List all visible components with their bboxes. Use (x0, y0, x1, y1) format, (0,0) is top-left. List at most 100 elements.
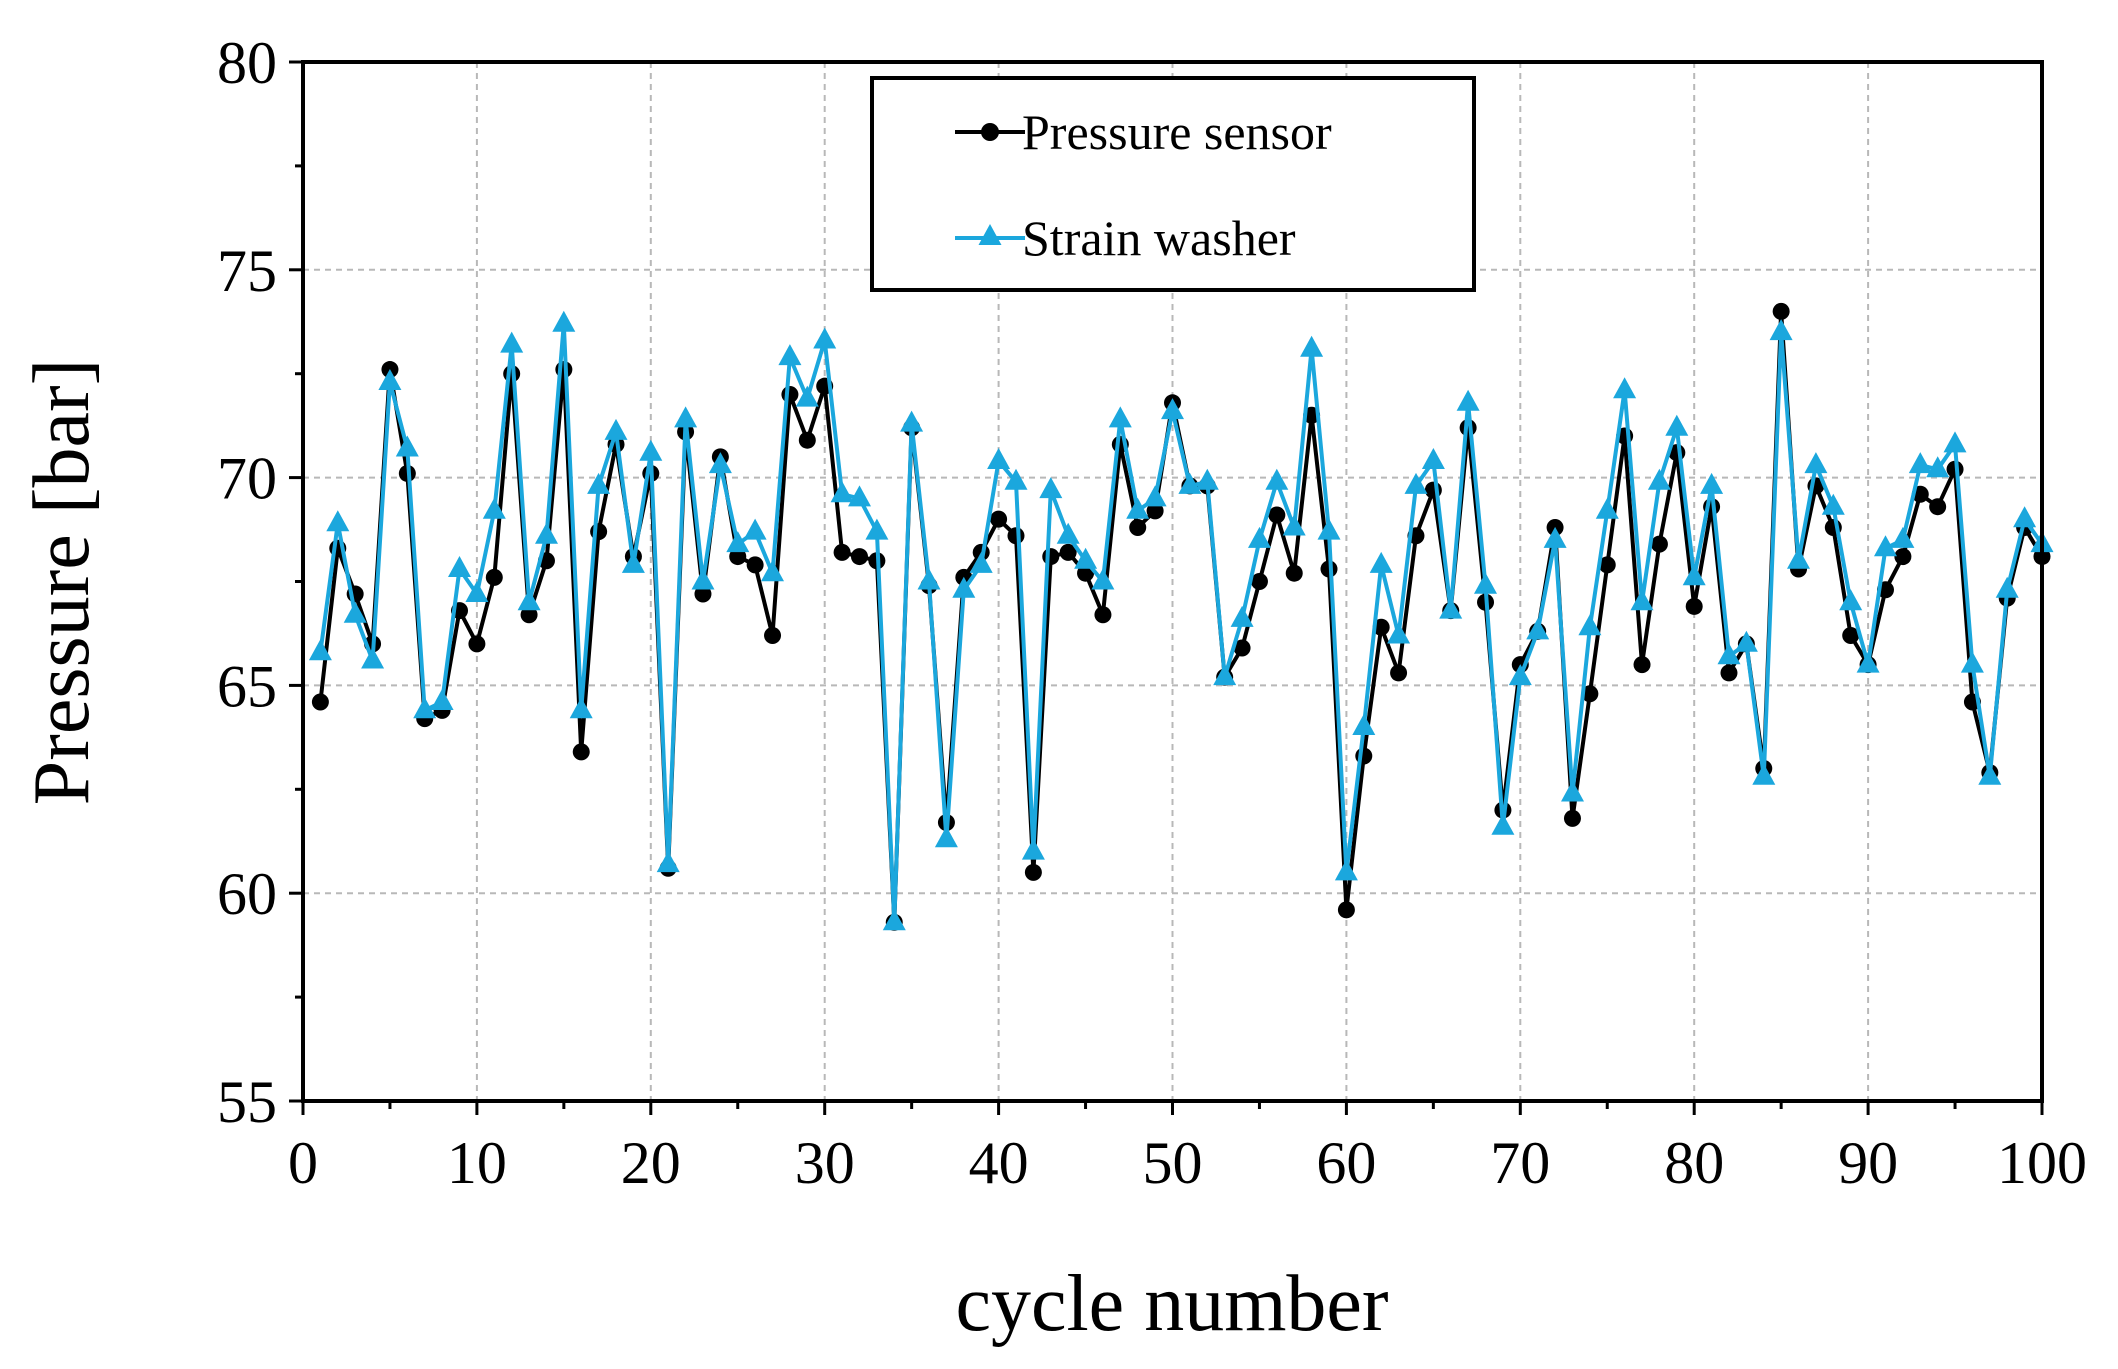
data-point-strain-washer (1421, 448, 1445, 469)
data-point-pressure-sensor (1285, 564, 1303, 582)
y-tick-label: 75 (217, 238, 277, 304)
data-point-strain-washer (1091, 568, 1115, 590)
data-point-strain-washer (761, 560, 784, 582)
x-tick-label: 70 (1490, 1130, 1550, 1196)
data-point-pressure-sensor (520, 606, 538, 624)
legend-marker-triangle (978, 224, 1002, 245)
data-point-strain-washer (1734, 630, 1758, 652)
data-point-strain-washer (1456, 389, 1480, 411)
data-point-strain-washer (639, 439, 663, 461)
data-point-strain-washer (1874, 535, 1897, 557)
data-point-pressure-sensor (1581, 685, 1599, 703)
data-point-pressure-sensor (311, 693, 329, 711)
data-point-strain-washer (2013, 506, 2037, 528)
data-point-pressure-sensor (1720, 664, 1738, 682)
data-point-strain-washer (674, 406, 698, 428)
data-point-pressure-sensor (1007, 527, 1025, 545)
x-tick-label: 80 (1664, 1130, 1724, 1196)
data-point-strain-washer (1387, 622, 1411, 644)
data-point-strain-washer (1300, 335, 1324, 357)
x-tick-label: 100 (1997, 1130, 2087, 1196)
data-point-pressure-sensor (468, 635, 486, 653)
series-pressure-sensor (311, 302, 2051, 931)
data-point-pressure-sensor (1685, 597, 1703, 615)
data-point-strain-washer (778, 344, 802, 366)
data-point-strain-washer (848, 485, 871, 507)
data-point-strain-washer (1508, 664, 1532, 686)
data-point-pressure-sensor (990, 510, 1008, 528)
data-point-strain-washer (900, 410, 924, 432)
data-point-strain-washer (1717, 643, 1741, 665)
data-point-strain-washer (587, 472, 611, 494)
data-point-strain-washer (1926, 456, 1950, 478)
y-axis-title: Pressure [bar] (18, 359, 106, 805)
data-point-strain-washer (378, 369, 402, 390)
data-point-strain-washer (430, 689, 454, 710)
data-point-strain-washer (1195, 468, 1219, 490)
data-point-strain-washer (987, 448, 1011, 469)
data-point-strain-washer (1908, 452, 1932, 474)
data-point-strain-washer (1334, 859, 1358, 881)
data-point-strain-washer (1787, 547, 1810, 569)
legend-label-strain-washer: Strain washer (1022, 210, 1296, 266)
data-point-strain-washer (552, 310, 576, 332)
data-point-strain-washer (1126, 497, 1150, 519)
data-point-strain-washer (1039, 477, 1063, 499)
x-tick-label: 20 (621, 1130, 681, 1196)
plot-frame (301, 60, 2044, 1103)
legend-item-strain-washer: Strain washer (955, 210, 1296, 266)
data-point-strain-washer (1369, 551, 1393, 573)
legend-item-pressure-sensor: Pressure sensor (955, 104, 1332, 160)
data-point-strain-washer (656, 851, 680, 873)
data-point-strain-washer (1248, 526, 1271, 548)
data-point-pressure-sensor (1129, 518, 1147, 536)
x-axis-title: cycle number (955, 1260, 1388, 1348)
data-point-pressure-sensor (1598, 556, 1616, 574)
data-point-pressure-sensor (1268, 506, 1286, 524)
data-point-strain-washer (1613, 377, 1637, 399)
data-point-strain-washer (1595, 497, 1619, 519)
data-point-strain-washer (1056, 522, 1080, 544)
legend-label-pressure-sensor: Pressure sensor (1022, 104, 1332, 160)
data-point-strain-washer (934, 826, 958, 848)
data-point-strain-washer (1074, 547, 1098, 569)
data-point-pressure-sensor (781, 385, 799, 403)
data-point-pressure-sensor (1042, 548, 1060, 566)
data-point-strain-washer (1665, 414, 1689, 436)
data-point-pressure-sensor (746, 556, 764, 574)
x-tick-label: 10 (447, 1130, 507, 1196)
x-tick-label: 60 (1316, 1130, 1376, 1196)
data-point-strain-washer (726, 531, 750, 553)
data-point-strain-washer (1682, 564, 1706, 586)
data-point-pressure-sensor (485, 568, 503, 586)
data-point-strain-washer (500, 331, 524, 353)
data-point-strain-washer (308, 639, 332, 661)
data-point-strain-washer (1995, 576, 2019, 598)
y-tick-label: 60 (217, 861, 277, 927)
data-point-pressure-sensor (833, 543, 851, 561)
data-point-pressure-sensor (1563, 809, 1581, 827)
legend-box (870, 76, 1476, 292)
data-point-pressure-sensor (764, 627, 782, 645)
data-point-strain-washer (1700, 472, 1724, 494)
data-point-pressure-sensor (1094, 606, 1112, 624)
data-point-strain-washer (882, 909, 906, 931)
data-point-pressure-sensor (1250, 573, 1268, 590)
data-point-strain-washer (361, 647, 385, 669)
data-point-strain-washer (1265, 468, 1289, 490)
y-tick-label: 55 (217, 1069, 277, 1135)
data-point-strain-washer (621, 551, 645, 573)
data-point-strain-washer (1578, 614, 1602, 636)
data-point-strain-washer (917, 568, 941, 590)
data-point-pressure-sensor (1842, 627, 1860, 645)
data-point-strain-washer (413, 697, 437, 719)
data-point-pressure-sensor (1233, 639, 1251, 657)
data-point-strain-washer (830, 481, 854, 503)
data-point-strain-washer (1282, 514, 1306, 536)
series-strain-washer (308, 310, 2054, 931)
data-point-strain-washer (1161, 398, 1184, 420)
data-point-strain-washer (795, 385, 819, 407)
data-point-strain-washer (1213, 664, 1237, 686)
legend: Pressure sensor Strain washer (870, 76, 1476, 292)
